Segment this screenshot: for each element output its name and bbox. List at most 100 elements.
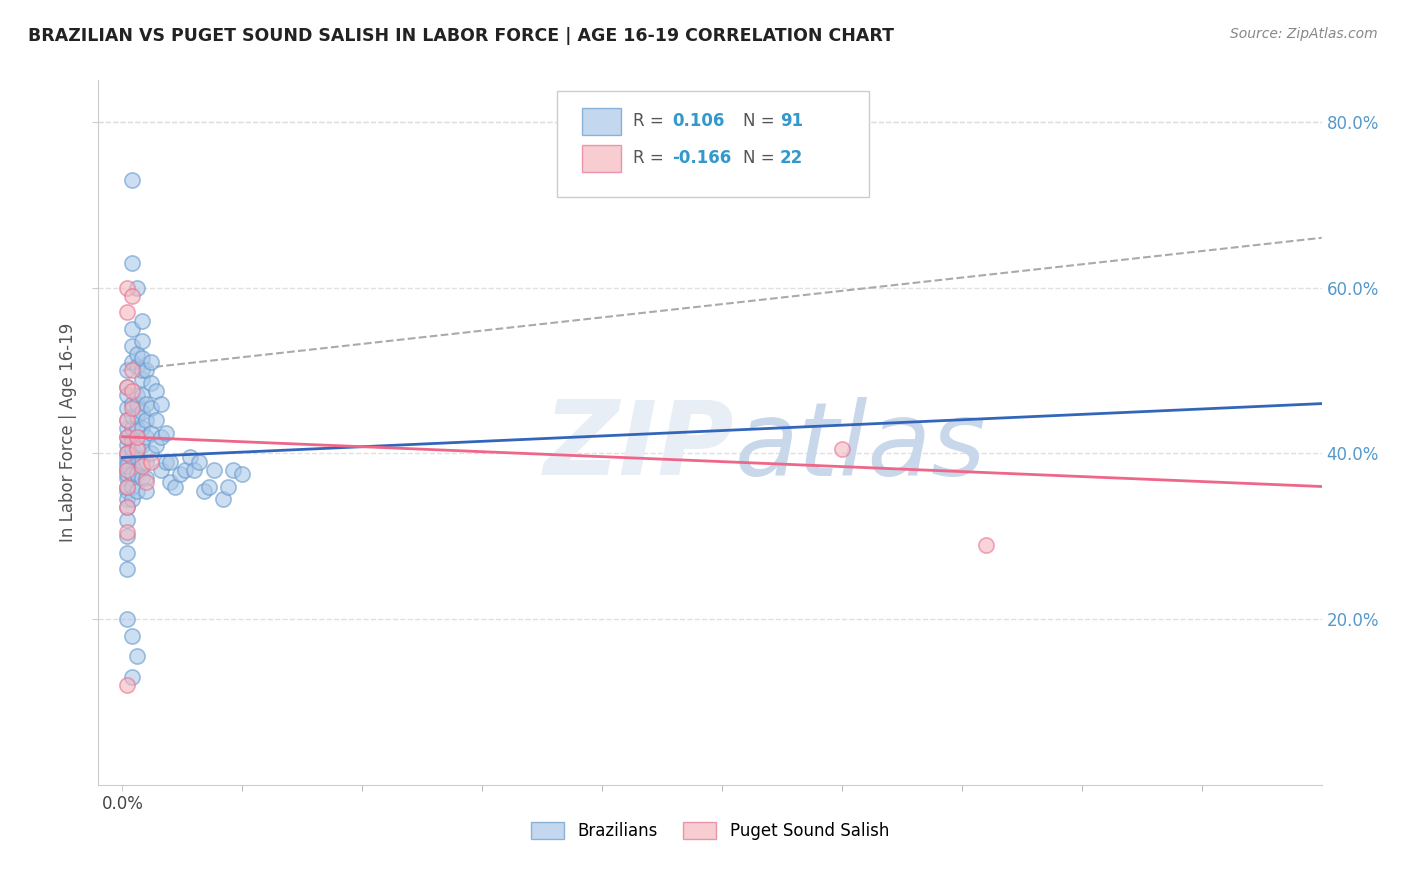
Point	[135, 413, 157, 427]
Point	[125, 438, 148, 452]
Point	[141, 455, 163, 469]
Point	[135, 430, 157, 444]
Point	[145, 438, 167, 452]
Point	[141, 446, 163, 460]
Text: N =: N =	[742, 112, 780, 130]
Point	[169, 467, 191, 481]
Point	[125, 359, 148, 374]
FancyBboxPatch shape	[557, 91, 869, 196]
Point	[125, 347, 148, 361]
Point	[121, 322, 143, 336]
Point	[121, 255, 143, 269]
Y-axis label: In Labor Force | Age 16-19: In Labor Force | Age 16-19	[59, 323, 77, 542]
Point	[231, 467, 253, 481]
Point	[115, 305, 138, 319]
Point	[135, 475, 157, 490]
Point	[131, 363, 153, 377]
Point	[115, 546, 138, 560]
Point	[131, 421, 153, 435]
Point	[121, 491, 143, 506]
Point	[125, 442, 148, 457]
Point	[121, 289, 143, 303]
Point	[131, 388, 153, 402]
Point	[202, 463, 225, 477]
Point	[121, 421, 143, 435]
Point	[125, 483, 148, 498]
Point	[115, 479, 138, 493]
Text: atlas: atlas	[734, 397, 986, 497]
Point	[115, 388, 138, 402]
Point	[188, 455, 211, 469]
Point	[115, 513, 138, 527]
Point	[159, 455, 181, 469]
Text: BRAZILIAN VS PUGET SOUND SALISH IN LABOR FORCE | AGE 16-19 CORRELATION CHART: BRAZILIAN VS PUGET SOUND SALISH IN LABOR…	[28, 27, 894, 45]
Point	[115, 455, 138, 469]
Text: -0.166: -0.166	[672, 150, 731, 168]
Point	[115, 413, 138, 427]
Point	[125, 388, 148, 402]
Point	[125, 409, 148, 423]
Point	[125, 280, 148, 294]
Point	[121, 670, 143, 684]
Point	[131, 405, 153, 419]
Point	[115, 380, 138, 394]
Point	[155, 455, 177, 469]
Point	[115, 458, 138, 473]
Point	[135, 471, 157, 485]
Point	[212, 491, 235, 506]
Point	[115, 363, 138, 377]
Point	[121, 450, 143, 465]
Point	[115, 612, 138, 626]
Text: N =: N =	[742, 150, 780, 168]
Point	[135, 483, 157, 498]
Point	[115, 463, 138, 477]
Point	[115, 483, 138, 498]
Point	[115, 479, 138, 493]
Point	[131, 351, 153, 365]
Point	[115, 500, 138, 515]
Point	[183, 463, 205, 477]
Text: 91: 91	[780, 112, 803, 130]
Point	[131, 471, 153, 485]
Point	[115, 446, 138, 460]
Point	[115, 471, 138, 485]
Point	[115, 380, 138, 394]
FancyBboxPatch shape	[582, 145, 620, 172]
Point	[217, 479, 239, 493]
Point	[115, 562, 138, 576]
Text: 0.106: 0.106	[672, 112, 724, 130]
Point	[135, 363, 157, 377]
Point	[141, 401, 163, 415]
Point	[193, 483, 215, 498]
Point	[125, 450, 148, 465]
Point	[131, 372, 153, 386]
Text: Source: ZipAtlas.com: Source: ZipAtlas.com	[1230, 27, 1378, 41]
Text: ZIP: ZIP	[544, 396, 734, 497]
Point	[131, 455, 153, 469]
Text: R =: R =	[633, 150, 669, 168]
Legend: Brazilians, Puget Sound Salish: Brazilians, Puget Sound Salish	[524, 815, 896, 847]
Point	[115, 438, 138, 452]
Point	[121, 363, 143, 377]
Point	[121, 629, 143, 643]
Point	[115, 430, 138, 444]
Point	[222, 463, 245, 477]
Point	[121, 173, 143, 187]
Point	[115, 678, 138, 692]
Text: 22: 22	[780, 150, 803, 168]
Point	[125, 649, 148, 664]
Point	[125, 467, 148, 481]
Point	[159, 475, 181, 490]
Point	[141, 425, 163, 440]
Point	[121, 442, 143, 457]
Point	[125, 396, 148, 410]
Point	[831, 442, 853, 457]
Point	[125, 421, 148, 435]
Point	[121, 384, 143, 399]
Point	[155, 425, 177, 440]
Point	[149, 463, 172, 477]
Point	[115, 413, 138, 427]
Point	[115, 430, 138, 444]
Point	[115, 529, 138, 543]
Point	[115, 280, 138, 294]
